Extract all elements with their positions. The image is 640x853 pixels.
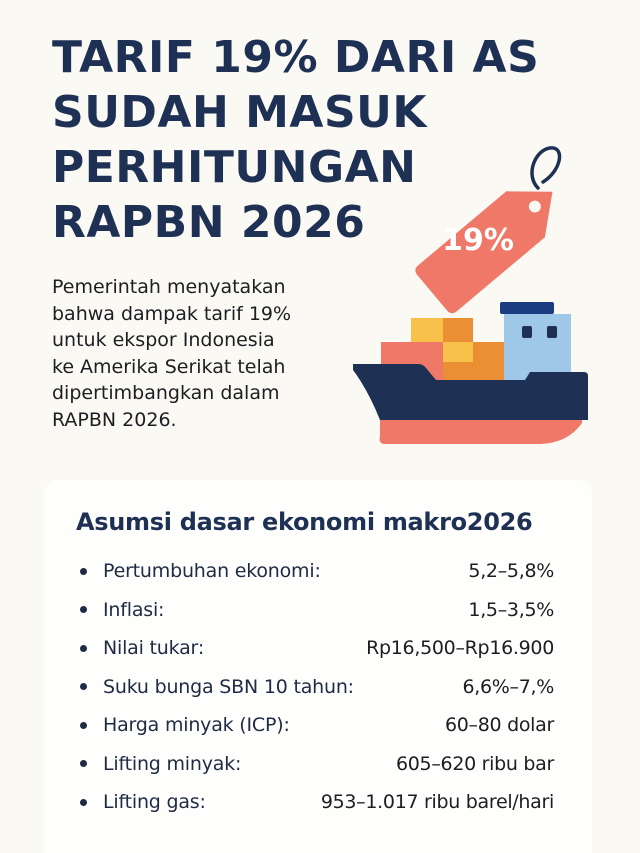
item-value: 6,6%–7,% <box>462 675 554 698</box>
headline-line: TARIF 19% DARI AS <box>52 32 540 83</box>
list-item: Harga minyak (ICP): 60–80 dolar <box>80 706 554 745</box>
item-value: 60–80 dolar <box>444 714 554 737</box>
bullet-icon <box>80 760 87 768</box>
price-tag-icon: 19% <box>415 146 562 314</box>
item-value: 5,2–5,8% <box>468 560 554 583</box>
intro-line: Pemerintah menyatakan <box>52 276 286 298</box>
svg-text:19%: 19% <box>442 223 514 258</box>
item-label: Nilai tukar: <box>103 637 205 660</box>
card-title: Asumsi dasar ekonomi makro2026 <box>76 508 533 536</box>
headline-line: PERHITUNGAN <box>52 142 417 193</box>
headline-line: RAPBN 2026 <box>52 197 366 248</box>
headline: TARIF 19% DARI AS SUDAH MASUK PERHITUNGA… <box>52 30 539 250</box>
list-item: Lifting gas: 953–1.017 ribu barel/hari <box>80 783 554 822</box>
list-item: Lifting minyak: 605–620 ribu bar <box>80 745 554 784</box>
intro-line: RAPBN 2026. <box>52 408 177 431</box>
intro-line: bahwa dampak tarif 19% <box>52 302 292 325</box>
bullet-icon <box>80 683 87 691</box>
item-label: Lifting minyak: <box>103 752 242 775</box>
item-label: Pertumbuhan ekonomi: <box>103 560 321 583</box>
item-value: 605–620 ribu bar <box>395 752 554 775</box>
bullet-icon <box>80 798 87 806</box>
list-item: Nilai tukar: Rp16,500–Rp16.900 <box>80 629 554 668</box>
tariff-ship-illustration: 19% <box>340 140 640 460</box>
item-label: Harga minyak (ICP): <box>103 714 290 737</box>
bullet-icon <box>80 721 87 729</box>
intro-line: untuk ekspor Indonesia <box>52 329 275 351</box>
bullet-icon <box>80 606 87 614</box>
intro-line: dipertimbangkan dalam <box>52 382 280 404</box>
macro-assumptions-card: Asumsi dasar ekonomi makro2026 Pertumbuh… <box>44 480 592 853</box>
list-item: Pertumbuhan ekonomi: 5,2–5,8% <box>80 552 554 591</box>
list-item: Inflasi: 1,5–3,5% <box>80 591 554 630</box>
assumptions-list: Pertumbuhan ekonomi: 5,2–5,8% Inflasi: 1… <box>80 552 554 822</box>
bullet-icon <box>80 567 87 575</box>
item-value: 1,5–3,5% <box>468 598 554 621</box>
intro-paragraph: Pemerintah menyatakan bahwa dampak tarif… <box>52 274 332 433</box>
intro-line: ke Amerika Serikat telah <box>52 355 286 378</box>
item-value: 953–1.017 ribu barel/hari <box>320 791 554 814</box>
bullet-icon <box>80 644 87 652</box>
item-value: Rp16,500–Rp16.900 <box>366 637 554 660</box>
item-label: Inflasi: <box>103 598 165 621</box>
cargo-ship-icon <box>353 302 588 444</box>
item-label: Lifting gas: <box>103 791 206 814</box>
headline-line: SUDAH MASUK <box>52 87 427 138</box>
list-item: Suku bunga SBN 10 tahun: 6,6%–7,% <box>80 668 554 707</box>
item-label: Suku bunga SBN 10 tahun: <box>103 675 354 698</box>
